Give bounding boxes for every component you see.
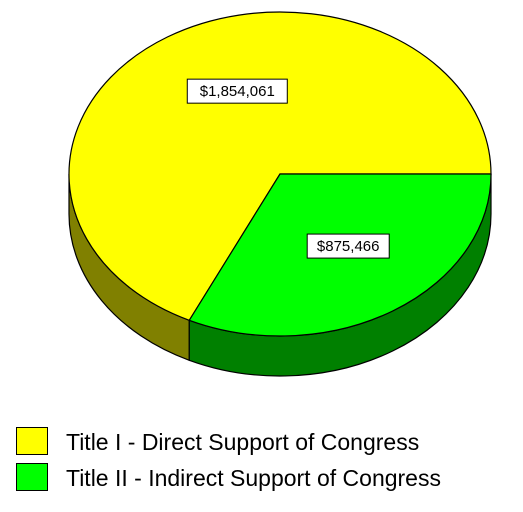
legend-label-title-i: Title I - Direct Support of Congress bbox=[66, 429, 420, 455]
data-label-title-i: $1,854,061 bbox=[200, 83, 275, 100]
data-label-box-title-ii bbox=[306, 233, 390, 259]
legend-swatch-title-ii bbox=[16, 463, 48, 491]
data-label-title-ii: $875,466 bbox=[317, 238, 380, 255]
legend-swatch-title-i bbox=[16, 427, 48, 455]
data-label-box-title-i bbox=[186, 78, 288, 104]
pie-slice-title-i bbox=[68, 11, 492, 321]
legend-label-title-ii: Title II - Indirect Support of Congress bbox=[66, 465, 441, 491]
